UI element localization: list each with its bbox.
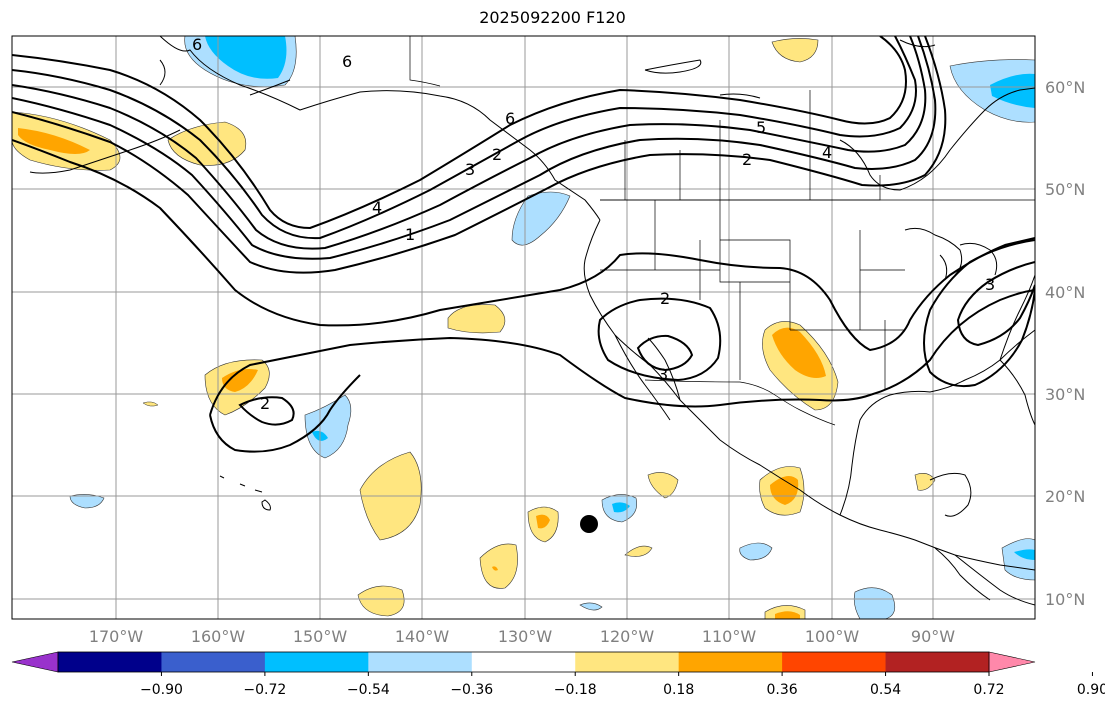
colorbar-segment [58, 652, 162, 672]
anomaly-shading [12, 36, 1035, 619]
lat-label: 30°N [1045, 385, 1085, 404]
colorbar-extend-right [988, 651, 1036, 673]
lon-label: 150°W [293, 627, 348, 646]
colorbar-segment [264, 652, 369, 672]
colorbar-tick-label: 0.18 [663, 682, 694, 698]
lon-label: 160°W [191, 627, 246, 646]
map-title: 2025092200 F120 [479, 8, 626, 27]
lon-label: 120°W [600, 627, 655, 646]
lat-label: 10°N [1045, 590, 1085, 609]
colorbar: −0.90 −0.72 −0.54 −0.36 −0.18 0.18 0.36 0.54 0.7… [11, 651, 1105, 698]
colorbar-tick-label: 0.36 [767, 682, 798, 698]
map-content: 6 6 5 4 3 2 2 1 4 2 2 3 3 6 [12, 35, 1035, 619]
colorbar-tick-label: −0.18 [554, 682, 597, 698]
contour-label: 2 [742, 150, 752, 169]
colorbar-tick-label: 0.72 [973, 682, 1004, 698]
contour-label: 2 [260, 394, 270, 413]
coastlines [29, 36, 1035, 606]
colorbar-tick-label: 0.54 [870, 682, 901, 698]
lat-label: 60°N [1045, 78, 1085, 97]
colorbar-tick-label: −0.90 [140, 682, 183, 698]
colorbar-tick-label: −0.72 [243, 682, 286, 698]
lon-label: 130°W [498, 627, 553, 646]
lon-label: 100°W [805, 627, 860, 646]
lat-label: 50°N [1045, 180, 1085, 199]
longitude-labels: 170°W 160°W 150°W 140°W 130°W 120°W 110°… [89, 627, 955, 646]
contour-label: 4 [822, 143, 832, 162]
colorbar-segment [678, 652, 783, 672]
colorbar-tick-label: 0.90 [1077, 682, 1105, 698]
lon-label: 140°W [395, 627, 450, 646]
latitude-labels: 60°N 50°N 40°N 30°N 20°N 10°N [1045, 78, 1085, 609]
lat-label: 40°N [1045, 283, 1085, 302]
storm-position-marker [580, 515, 598, 533]
contours [12, 36, 1035, 453]
lon-label: 110°W [702, 627, 757, 646]
colorbar-segment [885, 652, 990, 672]
colorbar-segment [161, 652, 266, 672]
colorbar-segment [575, 652, 680, 672]
colorbar-segment [782, 652, 887, 672]
borders [409, 36, 1035, 426]
lon-label: 90°W [911, 627, 955, 646]
contour-label: 6 [505, 109, 515, 128]
contour-label: 2 [660, 289, 670, 308]
colorbar-segment [471, 652, 576, 672]
lon-label: 170°W [89, 627, 144, 646]
contour-label: 1 [405, 225, 415, 244]
colorbar-segment [368, 652, 473, 672]
colorbar-frame [57, 651, 990, 673]
colorbar-tick-label: −0.36 [450, 682, 493, 698]
contour-label: 2 [492, 145, 502, 164]
map-background [12, 36, 1035, 619]
contour-labels: 6 6 5 4 3 2 2 1 4 2 2 3 3 6 [192, 35, 995, 413]
contour-label: 6 [192, 35, 202, 54]
contour-label: 4 [372, 198, 382, 217]
contour-label: 3 [985, 275, 995, 294]
lat-label: 20°N [1045, 487, 1085, 506]
colorbar-tick-label: −0.54 [347, 682, 390, 698]
contour-label: 5 [756, 118, 766, 137]
colorbar-extend-left [11, 651, 59, 673]
contour-label: 6 [342, 52, 352, 71]
map-frame [11, 35, 1036, 620]
contour-label: 3 [658, 365, 668, 384]
contour-label: 3 [465, 160, 475, 179]
